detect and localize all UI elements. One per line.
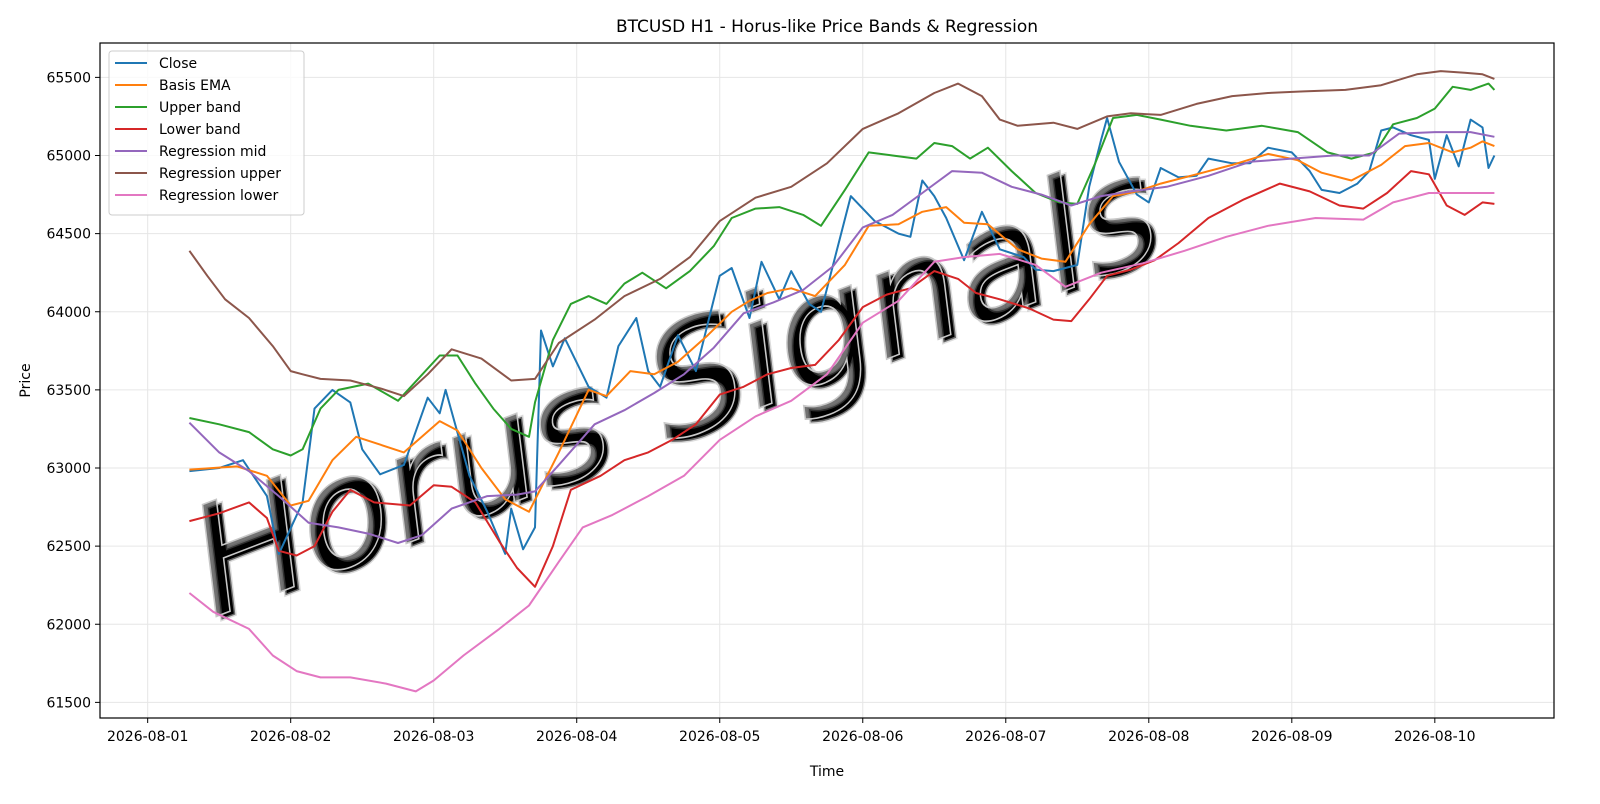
y-tick-label: 64500 [46, 227, 91, 243]
series-line-regression-lower [188, 192, 1495, 693]
x-tick-label: 2026-08-06 [822, 729, 903, 745]
x-tick-label: 2026-08-10 [1394, 729, 1475, 745]
x-axis-ticks: 2026-08-01 2026-08-02 2026-08-03 2026-08-04… [107, 718, 1476, 745]
y-tick-label: 65000 [46, 149, 91, 165]
series-line-regression-mid [188, 131, 1495, 544]
x-tick-label: 2026-08-07 [965, 729, 1046, 745]
legend: Close Basis EMA Upper band Lower band Regres… [108, 50, 305, 216]
legend-label: Regression upper [159, 166, 281, 182]
x-tick-label: 2026-08-01 [107, 729, 188, 745]
y-axis-label: Price [18, 363, 34, 397]
legend-label: Close [159, 56, 197, 72]
y-tick-label: 63500 [46, 383, 91, 399]
x-tick-label: 2026-08-02 [250, 729, 331, 745]
y-tick-label: 63000 [46, 461, 91, 477]
y-tick-label: 64000 [46, 305, 91, 321]
y-tick-label: 62000 [46, 617, 91, 633]
series-line-regression-upper [188, 70, 1495, 398]
chart-title: BTCUSD H1 - Horus-like Price Bands & Reg… [616, 17, 1038, 37]
y-tick-label: 61500 [46, 695, 91, 711]
y-tick-label: 62500 [46, 539, 91, 555]
x-tick-label: 2026-08-05 [679, 729, 760, 745]
series-line-basis-ema [189, 140, 1495, 513]
legend-label: Lower band [159, 122, 241, 138]
plot-frame [99, 42, 1555, 719]
series-line-upper-band [189, 82, 1496, 457]
x-tick-label: 2026-08-09 [1251, 729, 1332, 745]
x-tick-label: 2026-08-03 [393, 729, 474, 745]
y-axis-ticks: 61500 62000 62500 63000 63500 64000 64500 65000… [46, 70, 100, 711]
series-line-close [189, 117, 1496, 555]
x-tick-label: 2026-08-04 [536, 729, 617, 745]
x-tick-label: 2026-08-08 [1108, 729, 1189, 745]
legend-label: Upper band [159, 100, 241, 116]
watermark-text: Horus Signals [185, 112, 1165, 658]
grid [100, 43, 1554, 718]
series-line-lower-band [189, 170, 1495, 588]
legend-box [108, 50, 305, 216]
legend-label: Basis EMA [159, 78, 231, 94]
series-lines [188, 70, 1496, 693]
y-tick-label: 65500 [46, 70, 91, 86]
legend-label: Regression mid [159, 144, 266, 160]
x-axis-label: Time [809, 764, 844, 780]
legend-label: Regression lower [159, 188, 279, 204]
